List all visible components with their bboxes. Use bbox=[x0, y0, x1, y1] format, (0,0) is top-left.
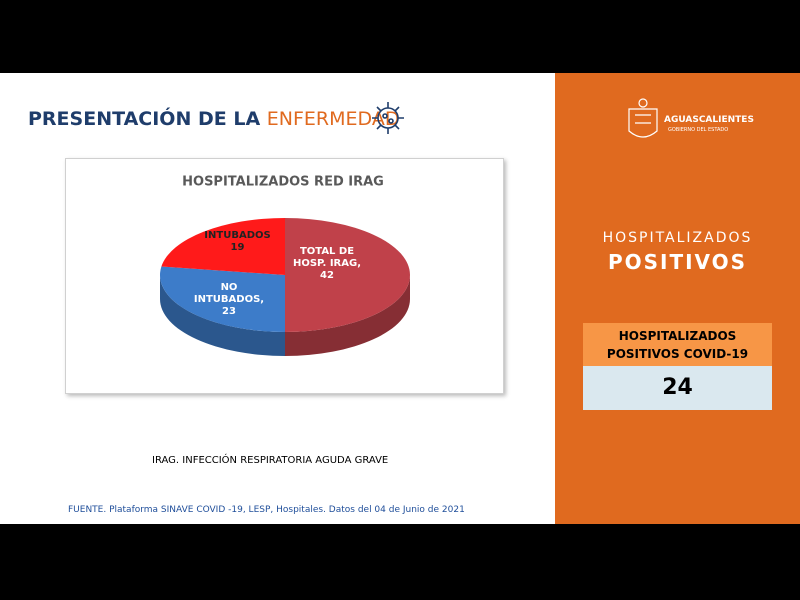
footnote: IRAG. INFECCIÓN RESPIRATORIA AGUDA GRAVE bbox=[152, 455, 389, 466]
data-label: INTUBADOS 19 bbox=[200, 230, 275, 254]
data-label-part: 23 bbox=[222, 306, 236, 317]
data-label-part: NO INTUBADOS, bbox=[193, 282, 265, 305]
table-value: 24 bbox=[583, 366, 772, 410]
title-part: PRESENTACIÓN DE LA bbox=[28, 108, 261, 130]
side-heading: POSITIVOS bbox=[607, 250, 748, 274]
table-header-line: HOSPITALIZADOS bbox=[618, 329, 737, 343]
data-label: TOTAL DE HOSP. IRAG, 42 bbox=[287, 246, 367, 282]
source: FUENTE. Plataforma SINAVE COVID -19, LES… bbox=[68, 505, 465, 515]
logo-name: AGUASCALIENTES bbox=[664, 115, 754, 125]
logo-sub: GOBIERNO DEL ESTADO bbox=[668, 127, 729, 133]
title: PRESENTACIÓN DE LA ENFERMEDAD bbox=[28, 108, 399, 130]
chart-title: HOSPITALIZADOS RED IRAG bbox=[182, 175, 384, 190]
title-part: ENFERMEDAD bbox=[266, 108, 400, 130]
pie-slice bbox=[285, 218, 410, 332]
data-label: NO INTUBADOS, 23 bbox=[189, 282, 269, 318]
pie bbox=[159, 218, 410, 356]
pie-slice bbox=[159, 266, 285, 332]
logo-emblem bbox=[628, 98, 658, 138]
data-label-part: INTUBADOS bbox=[204, 230, 271, 241]
data-label-part: 19 bbox=[230, 242, 245, 253]
pie-slice bbox=[161, 218, 285, 275]
data-label-part: 42 bbox=[320, 270, 334, 281]
data-label-part: TOTAL DE HOSP. IRAG, bbox=[292, 246, 361, 269]
virus-icon bbox=[372, 102, 404, 134]
pie-slice-side bbox=[160, 275, 285, 356]
table-header-line: POSITIVOS COVID-19 bbox=[606, 347, 749, 361]
side-heading: HOSPITALIZADOS bbox=[602, 230, 753, 246]
table-header: HOSPITALIZADOS POSITIVOS COVID-19 bbox=[583, 323, 772, 366]
sidebar bbox=[555, 73, 800, 524]
pie-slice-side bbox=[285, 275, 410, 356]
